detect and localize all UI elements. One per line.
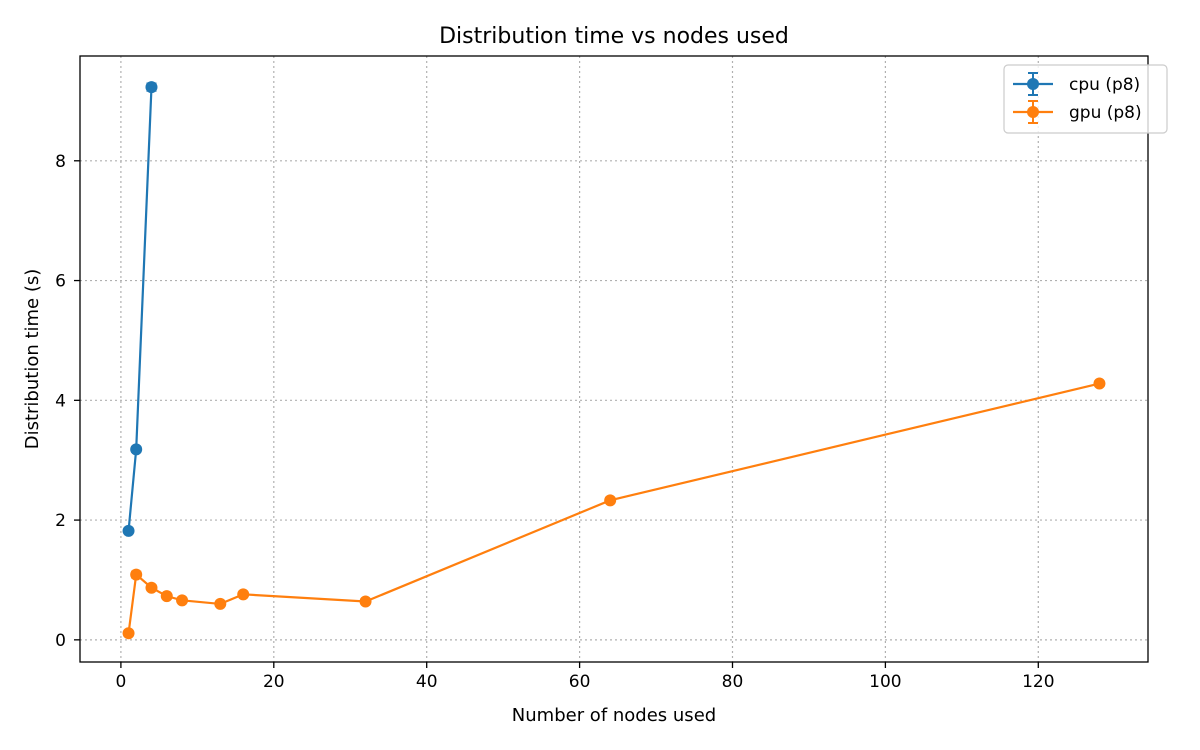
data-point xyxy=(145,81,158,94)
data-point xyxy=(176,594,189,607)
legend-label-gpu: gpu (p8) xyxy=(1069,103,1142,123)
series-line xyxy=(127,87,153,531)
x-tick-label: 100 xyxy=(869,672,901,692)
x-tick-label: 40 xyxy=(416,672,438,692)
data-point xyxy=(237,588,250,601)
y-tick-label: 6 xyxy=(55,272,66,292)
data-point xyxy=(1093,377,1106,390)
x-tick-label: 0 xyxy=(115,672,126,692)
data-point xyxy=(130,443,143,456)
y-tick-label: 0 xyxy=(55,631,66,651)
legend-label-cpu: cpu (p8) xyxy=(1069,75,1140,95)
legend-dot xyxy=(1027,106,1039,118)
data-point xyxy=(145,581,158,594)
legend-box xyxy=(1003,64,1168,134)
data-point xyxy=(122,524,135,537)
x-axis-label: Number of nodes used xyxy=(512,705,716,726)
data-point xyxy=(122,627,135,640)
axis-ticks: 0 20 40 60 80 100 120 0 2 4 6 8 xyxy=(55,152,1054,692)
legend-entry-gpu: gpu (p8) xyxy=(1013,100,1142,124)
legend-dot xyxy=(1027,78,1039,90)
series-0 xyxy=(122,81,158,537)
y-axis-label: Distribution time (s) xyxy=(22,269,43,450)
x-tick-label: 20 xyxy=(263,672,285,692)
chart-title: Distribution time vs nodes used xyxy=(439,24,789,49)
grid xyxy=(80,56,1148,662)
x-tick-label: 80 xyxy=(722,672,744,692)
data-point xyxy=(214,597,227,610)
x-tick-label: 120 xyxy=(1022,672,1054,692)
series-line xyxy=(127,382,1100,634)
series xyxy=(122,81,1106,640)
legend-entry-cpu: cpu (p8) xyxy=(1013,72,1140,96)
data-point xyxy=(604,494,617,507)
legend: cpu (p8) gpu (p8) xyxy=(1003,64,1168,134)
data-point xyxy=(160,590,173,603)
plot-area-frame xyxy=(79,55,1149,663)
series-1 xyxy=(122,377,1106,640)
y-tick-label: 8 xyxy=(55,152,66,172)
y-tick-label: 4 xyxy=(55,391,66,411)
legend-marker-gpu xyxy=(1013,100,1053,124)
legend-marker-cpu xyxy=(1013,72,1053,96)
y-tick-label: 2 xyxy=(55,511,66,531)
data-point xyxy=(130,568,143,581)
x-tick-label: 60 xyxy=(569,672,591,692)
data-point xyxy=(359,595,372,608)
